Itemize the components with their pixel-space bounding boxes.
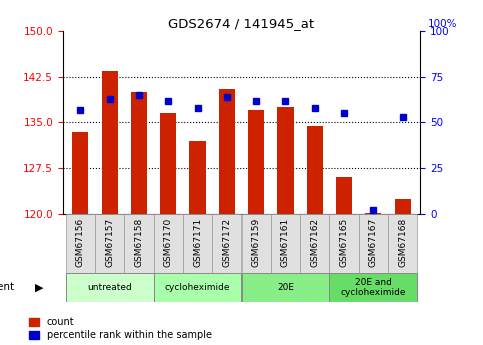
Bar	[189, 141, 206, 214]
Text: GSM67159: GSM67159	[252, 217, 261, 267]
Text: GSM67165: GSM67165	[340, 217, 349, 267]
Bar	[219, 89, 235, 214]
Text: 20E: 20E	[277, 283, 294, 292]
Bar	[66, 214, 95, 273]
Text: 20E and
cycloheximide: 20E and cycloheximide	[341, 277, 406, 297]
Text: 100%: 100%	[427, 19, 457, 29]
Text: GSM67157: GSM67157	[105, 217, 114, 267]
Text: GSM67172: GSM67172	[222, 217, 231, 267]
Bar	[183, 214, 212, 273]
Text: GSM67168: GSM67168	[398, 217, 407, 267]
Bar	[248, 110, 264, 214]
Bar	[242, 214, 271, 273]
Text: GSM67171: GSM67171	[193, 217, 202, 267]
Bar	[160, 113, 176, 214]
Bar	[212, 214, 242, 273]
Bar	[154, 214, 183, 273]
Text: ▶: ▶	[35, 282, 43, 292]
Bar	[124, 214, 154, 273]
Bar	[329, 214, 359, 273]
Text: cycloheximide: cycloheximide	[165, 283, 230, 292]
Bar	[359, 214, 388, 273]
Bar	[66, 273, 154, 302]
Bar	[300, 214, 329, 273]
Text: GSM67162: GSM67162	[310, 217, 319, 267]
Title: GDS2674 / 141945_at: GDS2674 / 141945_at	[169, 17, 314, 30]
Bar	[101, 71, 118, 214]
Text: GSM67158: GSM67158	[134, 217, 143, 267]
Text: agent: agent	[0, 282, 14, 292]
Bar	[395, 199, 411, 214]
Text: GSM67161: GSM67161	[281, 217, 290, 267]
Bar	[271, 214, 300, 273]
Legend: count, percentile rank within the sample: count, percentile rank within the sample	[29, 317, 212, 340]
Bar	[72, 131, 88, 214]
Bar	[242, 273, 329, 302]
Bar	[95, 214, 124, 273]
Bar	[131, 92, 147, 214]
Text: untreated: untreated	[87, 283, 132, 292]
Bar	[329, 273, 417, 302]
Text: GSM67170: GSM67170	[164, 217, 173, 267]
Text: GSM67156: GSM67156	[76, 217, 85, 267]
Bar	[307, 126, 323, 214]
Text: GSM67167: GSM67167	[369, 217, 378, 267]
Bar	[336, 177, 352, 214]
Bar	[365, 213, 382, 214]
Bar	[388, 214, 417, 273]
Bar	[277, 107, 294, 214]
Bar	[154, 273, 242, 302]
